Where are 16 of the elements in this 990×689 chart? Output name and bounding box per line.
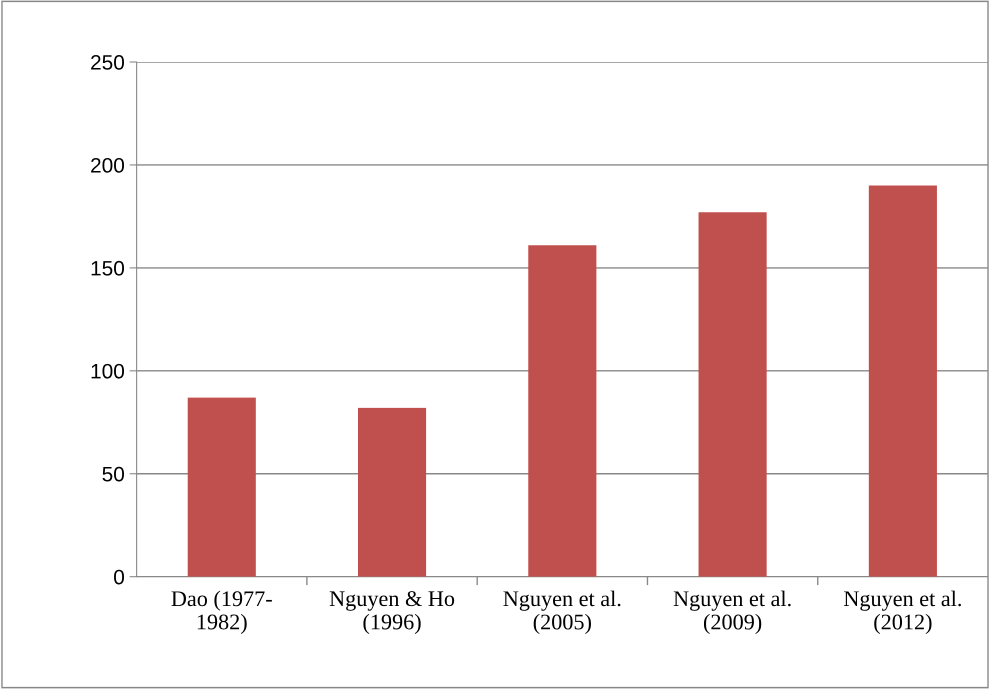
y-tick-label: 150	[92, 260, 124, 276]
bar	[358, 408, 426, 577]
y-tick-label: 100	[92, 364, 124, 379]
x-tick-label: Nguyen et al. (2009)	[674, 590, 791, 634]
y-tick-label: 250	[91, 55, 124, 70]
bar	[188, 398, 256, 577]
x-tick-label: Dao (1977- 1982)	[171, 590, 272, 634]
x-tick-label: Nguyen & Ho (1996)	[330, 591, 454, 634]
x-tick-label: Nguyen et al. (2012)	[844, 590, 961, 634]
y-tick-label: 200	[91, 158, 124, 173]
y-tick-label: 0	[114, 570, 124, 584]
x-tick-label: Nguyen et al. (2005)	[503, 590, 620, 634]
bar	[868, 186, 937, 577]
y-tick-label: 50	[102, 466, 124, 482]
bar	[528, 245, 596, 577]
bar	[698, 212, 767, 577]
